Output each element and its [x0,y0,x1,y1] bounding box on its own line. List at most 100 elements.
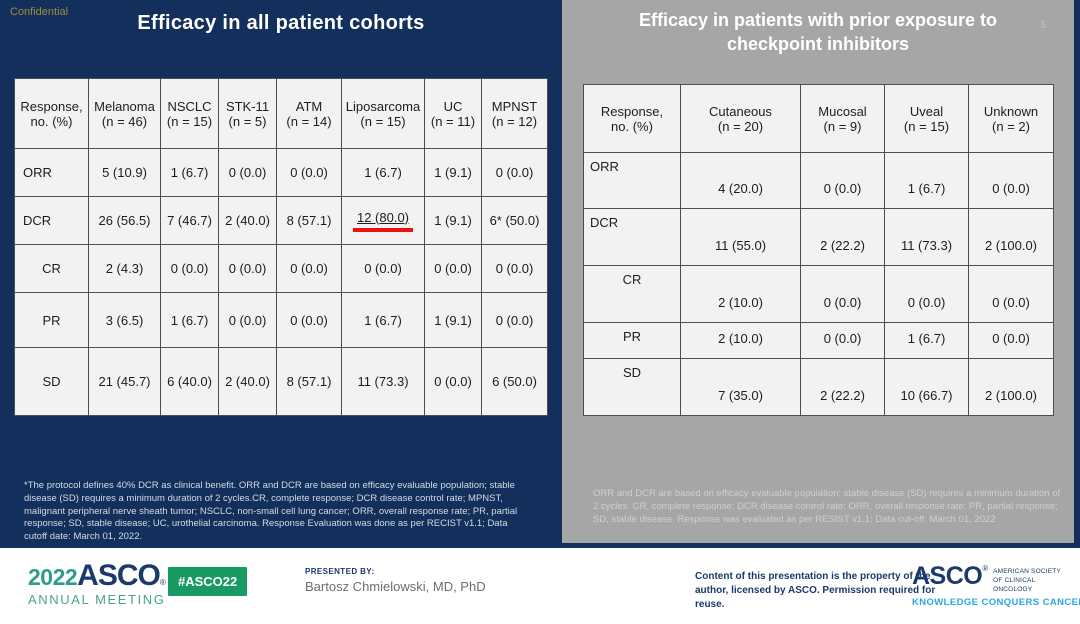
table-cell: 0 (0.0) [968,265,1054,323]
row-label: ORR [14,148,89,197]
presented-by-block: PRESENTED BY: Bartosz Chmielowski, MD, P… [305,567,486,594]
society-name-text: AMERICAN SOCIETY OF CLINICAL ONCOLOGY [993,568,1061,593]
table-cell: 0 (0.0) [968,152,1054,209]
slide-footer: 2022 ASCO ® ANNUAL MEETING #ASCO22 PRESE… [0,548,1080,624]
row-label: CR [14,244,89,293]
table-cell: 2 (10.0) [680,265,801,323]
column-header: Response, no. (%) [14,78,89,149]
table-row: SD 7 (35.0) 2 (22.2) 10 (66.7) 2 (100.0) [583,358,1054,416]
table-cell: 0 (0.0) [276,148,342,197]
table-row: DCR 26 (56.5) 7 (46.7) 2 (40.0) 8 (57.1) 12 (… [14,196,548,245]
header-row: Response, no. (%) Cutaneous (n = 20) Mucos… [583,84,1054,153]
highlighted-value: 12 (80.0) [352,210,414,232]
table-cell: 8 (57.1) [276,347,342,416]
copyright-note: Content of this presentation is the prop… [695,571,936,610]
table-row: CR 2 (4.3) 0 (0.0) 0 (0.0) 0 (0.0) 0 (0.0) 0 (… [14,244,548,293]
table-cell: 2 (100.0) [968,358,1054,416]
asco-2022-meeting-logo: 2022 ASCO ® ANNUAL MEETING [28,559,166,608]
row-label: PR [14,292,89,348]
registered-mark-icon: ® [159,578,166,587]
page-number: 5 [1040,20,1046,31]
table-cell: 26 (56.5) [88,196,161,245]
slide-background: Confidential Efficacy in all patient coh… [0,0,1080,548]
asco-tagline: KNOWLEDGE CONQUERS CANCER [912,597,1080,609]
table-cell: 6 (50.0) [481,347,548,416]
table-cell: 0 (0.0) [341,244,425,293]
header-row: Response, no. (%) Melanoma (n = 46) NSCLC … [14,78,548,149]
row-label: SD [583,358,681,416]
table-cell: 5 (10.9) [88,148,161,197]
column-header: STK-11 (n = 5) [218,78,277,149]
registered-mark-icon: ® [982,564,989,573]
table-cell: 2 (10.0) [680,322,801,359]
table-cell: 0 (0.0) [218,244,277,293]
column-header: Cutaneous (n = 20) [680,84,801,153]
table-cell: 0 (0.0) [884,265,969,323]
table-cell: 11 (73.3) [884,208,969,266]
column-header: UC (n = 11) [424,78,482,149]
table-cell: 10 (66.7) [884,358,969,416]
table-cell: 0 (0.0) [481,148,548,197]
table-cell: 0 (0.0) [481,292,548,348]
table-cell: 6* (50.0) [481,196,548,245]
table-cell: 2 (22.2) [800,358,885,416]
table-cell: 11 (55.0) [680,208,801,266]
table-cell: 1 (9.1) [424,148,482,197]
logo-year-text: 2022 [28,564,78,590]
checkpoint-table-container: Response, no. (%) Cutaneous (n = 20) Mucos… [583,84,1054,416]
hashtag-badge: #ASCO22 [168,567,248,596]
table-cell: 1 (6.7) [160,292,219,348]
row-label: ORR [583,152,681,209]
table-cell: 7 (46.7) [160,196,219,245]
table-cell: 0 (0.0) [276,292,342,348]
table-cell: 0 (0.0) [218,292,277,348]
table-cell: 1 (9.1) [424,292,482,348]
table-cell: 12 (80.0) [341,196,425,245]
table-cell: 0 (0.0) [481,244,548,293]
table-cell: 6 (40.0) [160,347,219,416]
row-label: DCR [14,196,89,245]
column-header: Response, no. (%) [583,84,681,153]
table-cell: 2 (100.0) [968,208,1054,266]
table-cell: 3 (6.5) [88,292,161,348]
table-cell: 1 (6.7) [341,292,425,348]
table-cell: 1 (9.1) [424,196,482,245]
all-cohorts-table: Response, no. (%) Melanoma (n = 46) NSCLC … [14,78,548,416]
table-cell: 0 (0.0) [800,265,885,323]
table-cell: 1 (6.7) [160,148,219,197]
right-footnote: ORR and DCR are based on efficacy evalua… [593,488,1061,525]
table-row: SD 21 (45.7) 6 (40.0) 2 (40.0) 8 (57.1) 11 (7… [14,347,548,416]
table-cell: 1 (6.7) [884,152,969,209]
left-footnote: *The protocol defines 40% DCR as clinica… [24,480,518,543]
column-header: Unknown (n = 2) [968,84,1054,153]
table-cell: 0 (0.0) [218,148,277,197]
right-panel-title: Efficacy in patients with prior exposure… [638,10,998,55]
column-header: MPNST (n = 12) [481,78,548,149]
table-cell: 2 (4.3) [88,244,161,293]
table-cell: 1 (6.7) [884,322,969,359]
table-row: ORR 4 (20.0) 0 (0.0) 1 (6.7) 0 (0.0) [583,152,1054,209]
column-header: Mucosal (n = 9) [800,84,885,153]
table-cell: 0 (0.0) [424,347,482,416]
table-cell: 1 (6.7) [341,148,425,197]
asco-wordmark: ASCO [77,559,161,592]
column-header: ATM (n = 14) [276,78,342,149]
row-label: DCR [583,208,681,266]
table-cell: 0 (0.0) [276,244,342,293]
column-header: NSCLC (n = 15) [160,78,219,149]
row-label: SD [14,347,89,416]
column-header: Liposarcoma (n = 15) [341,78,425,149]
table-cell: 2 (40.0) [218,347,277,416]
table-cell: 11 (73.3) [341,347,425,416]
presenter-name: Bartosz Chmielowski, MD, PhD [305,579,486,594]
table-cell: 2 (22.2) [800,208,885,266]
checkpoint-table: Response, no. (%) Cutaneous (n = 20) Mucos… [583,84,1054,416]
left-panel-title: Efficacy in all patient cohorts [137,12,425,34]
table-cell: 0 (0.0) [800,152,885,209]
table-cell: 2 (40.0) [218,196,277,245]
confidential-watermark: Confidential [10,6,69,18]
column-header: Uveal (n = 15) [884,84,969,153]
row-label: CR [583,265,681,323]
table-cell: 4 (20.0) [680,152,801,209]
table-cell: 0 (0.0) [968,322,1054,359]
